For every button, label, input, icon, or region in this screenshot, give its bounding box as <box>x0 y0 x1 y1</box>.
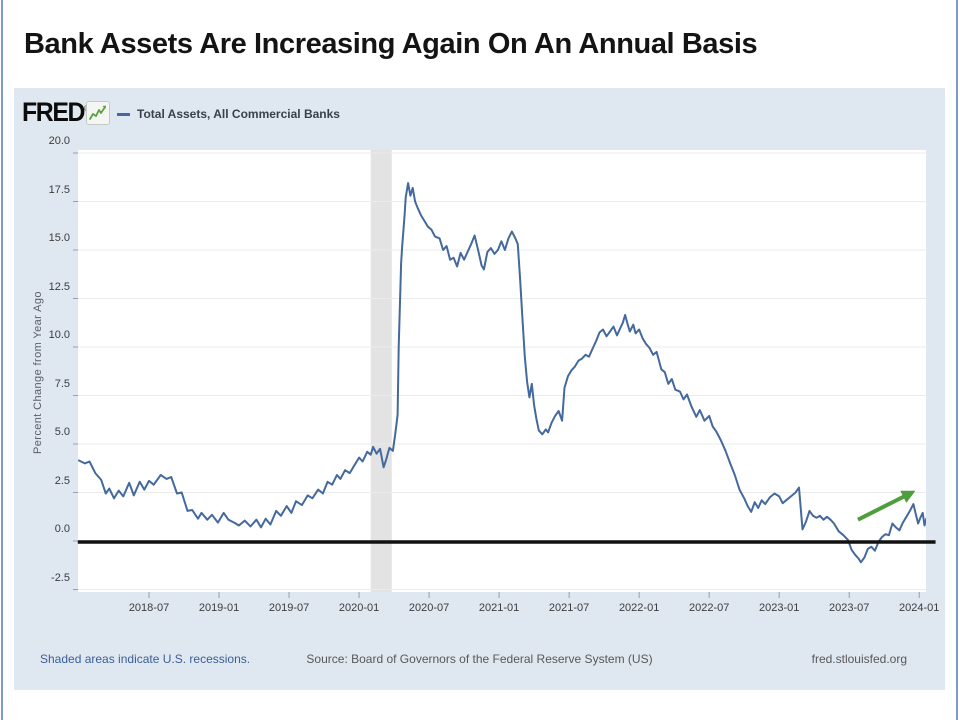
footer-site: fred.stlouisfed.org <box>811 652 907 666</box>
x-tick-label: 2020-07 <box>408 602 450 614</box>
x-tick-label: 2021-07 <box>548 602 590 614</box>
y-tick-label: 20.0 <box>48 135 70 147</box>
y-tick-label: 17.5 <box>48 183 70 196</box>
plot-area <box>78 150 926 592</box>
data-line <box>78 182 926 564</box>
y-tick-label: 7.5 <box>54 377 70 390</box>
slide-left-border <box>1 0 3 720</box>
x-tick-label: 2019-07 <box>268 602 310 614</box>
fred-chart-panel: FRED® Total Assets, All Commercial Banks… <box>14 88 945 690</box>
y-tick-label: 2.5 <box>54 474 70 487</box>
x-tick-label: 2021-01 <box>478 602 520 614</box>
x-tick-label: 2020-01 <box>338 602 380 614</box>
y-tick-label: 12.5 <box>48 280 70 293</box>
slide-title: Bank Assets Are Increasing Again On An A… <box>24 28 758 60</box>
y-tick-label: -2.5 <box>51 571 70 584</box>
y-tick-label: 0.0 <box>54 523 70 535</box>
fred-logo: FRED® <box>22 97 90 128</box>
x-tick-label: 2018-07 <box>128 602 170 614</box>
y-tick-label: 5.0 <box>54 426 70 438</box>
x-tick-label: 2019-01 <box>198 602 240 614</box>
y-axis-title: Percent Change from Year Ago <box>32 291 44 455</box>
y-tick-label: 15.0 <box>48 232 70 244</box>
x-tick-label: 2022-01 <box>618 602 660 614</box>
x-tick-label: 2022-07 <box>688 602 730 614</box>
recession-band <box>370 150 392 592</box>
chart-footer: Shaded areas indicate U.S. recessions. S… <box>14 646 945 676</box>
legend-line-swatch <box>117 112 130 116</box>
slide-right-border <box>956 0 958 720</box>
x-tick-label: 2024-01 <box>899 602 940 614</box>
uptrend-arrow <box>857 490 916 522</box>
x-tick-label: 2023-07 <box>829 602 870 614</box>
footer-recession-note[interactable]: Shaded areas indicate U.S. recessions. <box>40 652 251 666</box>
fred-logo-chart-icon <box>86 101 110 125</box>
chart-canvas <box>73 150 936 598</box>
x-tick-label: 2023-01 <box>758 602 800 614</box>
legend-label: Total Assets, All Commercial Banks <box>137 107 340 121</box>
legend: Total Assets, All Commercial Banks <box>117 107 340 121</box>
footer-source: Source: Board of Governors of the Federa… <box>306 652 653 666</box>
y-tick-label: 10.0 <box>48 329 70 341</box>
